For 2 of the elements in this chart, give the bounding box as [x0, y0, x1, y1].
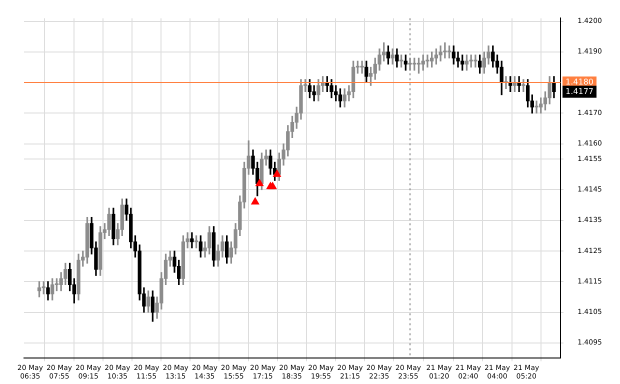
annotation: 1.4177 [566, 86, 594, 96]
ref-line-label: 1.4180 [566, 78, 594, 87]
